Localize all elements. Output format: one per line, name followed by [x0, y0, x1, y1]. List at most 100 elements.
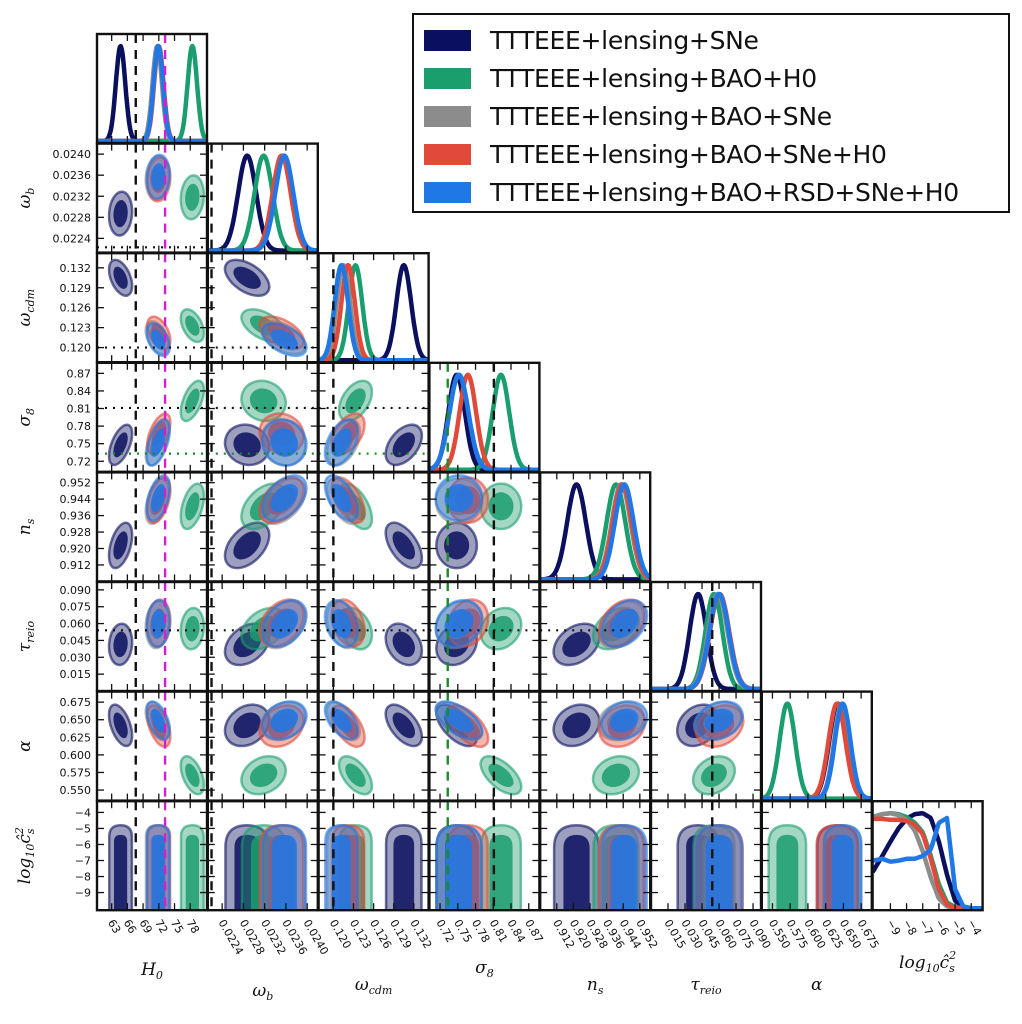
contour-inner: [331, 428, 352, 457]
panel-omega_b-vs-sigma8: [207, 362, 318, 472]
x-tick-label: 72: [152, 917, 170, 936]
panel-tau_reio-vs-log10_cs2: [676, 801, 744, 911]
contour-inner: [185, 615, 200, 642]
contour-inner: [151, 163, 166, 191]
panel-omega_cdm-vs-alpha: [323, 691, 424, 801]
x-tick-label: 63: [105, 917, 123, 936]
contour-inner: [113, 432, 128, 458]
panel-H0-vs-alpha: [107, 691, 206, 801]
y-tick-label: 0.81: [67, 403, 92, 416]
contour-inner: [345, 763, 366, 788]
posterior-curve: [872, 815, 983, 911]
y-tick-label: −6: [75, 838, 91, 851]
x-axis-title-sigma8: σ8: [475, 958, 494, 980]
legend-swatch: [424, 67, 471, 89]
contour-inner: [392, 531, 415, 560]
contour-inner: [113, 266, 128, 289]
panel-n_s-vs-tau_reio: [540, 598, 651, 667]
contour-inner: [185, 834, 199, 911]
y-tick-label: 0.126: [60, 302, 92, 315]
contour-inner: [233, 266, 261, 289]
contour-inner: [185, 315, 200, 336]
contour-inner: [151, 484, 166, 513]
panel-H0-vs-omega_b: [97, 143, 207, 253]
posterior-curve: [651, 591, 761, 691]
contour-inner: [332, 834, 351, 911]
contour-inner: [562, 631, 591, 658]
y-tick-label: 0.123: [60, 322, 92, 335]
y-tick-label: 0.015: [60, 668, 92, 681]
legend-item: TTTEEE+lensing+BAO+H0: [424, 63, 817, 93]
y-tick-label: 0.936: [60, 510, 92, 523]
contour-inner: [445, 834, 473, 911]
x-axis-title-alpha: α: [811, 975, 823, 995]
contour-inner: [489, 834, 513, 911]
contour-inner: [270, 609, 299, 639]
y-tick-label: 0.030: [60, 651, 92, 664]
x-tick-label: −7: [916, 917, 935, 938]
legend-label: TTTEEE+lensing+BAO+SNe: [490, 101, 832, 131]
contour-inner: [562, 712, 591, 739]
contour-inner: [444, 708, 474, 733]
diagonal-panel-alpha: [761, 701, 872, 801]
contour-inner: [488, 492, 514, 521]
contour-inner: [185, 388, 200, 414]
contour-inner: [331, 708, 352, 733]
panel-omega_b-vs-log10_cs2: [210, 801, 308, 911]
contour-inner: [233, 531, 261, 560]
contour-inner: [151, 329, 166, 350]
x-tick-label: −5: [949, 917, 968, 938]
x-axis-title-n_s: ns: [587, 975, 604, 997]
legend-label: TTTEEE+lensing+BAO+RSD+SNe+H0: [490, 177, 959, 207]
y-tick-label: 0.78: [67, 420, 92, 433]
y-tick-label: 0.090: [60, 584, 92, 597]
y-axis-title-n_s: ns: [15, 518, 37, 535]
x-tick-label: −9: [884, 917, 903, 938]
y-tick-label: 0.75: [67, 438, 92, 451]
panel-sigma8-vs-n_s: [434, 472, 523, 582]
y-tick-label: 0.0232: [53, 190, 92, 203]
posterior-curve: [761, 701, 872, 801]
panel-H0-vs-log10_cs2: [108, 801, 205, 911]
y-tick-label: 0.060: [60, 618, 92, 631]
y-tick-label: 0.0224: [53, 232, 92, 245]
legend-label: TTTEEE+lensing+SNe: [490, 25, 759, 55]
panel-frame: [871, 800, 984, 912]
panel-H0-vs-tau_reio: [97, 582, 207, 691]
y-tick-label: 0.600: [60, 749, 92, 762]
y-axis-title-log10_cs2: log10ĉ2s: [13, 827, 37, 884]
x-tick-label: −8: [900, 917, 919, 938]
y-tick-label: −7: [75, 855, 91, 868]
legend-item: TTTEEE+lensing+SNe: [424, 25, 759, 55]
legend-label: TTTEEE+lensing+BAO+H0: [490, 63, 817, 93]
diagonal-panel-tau_reio: [651, 582, 761, 691]
panel-sigma8-vs-tau_reio: [429, 582, 540, 691]
y-tick-label: 0.550: [60, 784, 92, 797]
contour-inner: [331, 484, 352, 513]
panel-n_s-vs-log10_cs2: [552, 823, 648, 911]
contour-inner: [610, 708, 639, 733]
panel-n_s-vs-alpha: [552, 700, 649, 796]
y-tick-label: −9: [75, 887, 91, 900]
y-axis-title-sigma8: σ8: [15, 408, 37, 427]
x-axis-title-H0: H0: [140, 960, 163, 982]
contour-inner: [113, 531, 128, 560]
panel-omega_b-vs-omega_cdm: [207, 253, 318, 363]
contour-inner: [444, 609, 474, 639]
y-tick-label: 0.625: [60, 731, 92, 744]
y-tick-label: −5: [75, 822, 91, 835]
contour-inner: [705, 834, 733, 911]
x-axis-title-log10_cs2: log10ĉ2 s: [899, 949, 956, 975]
panel-H0-vs-sigma8: [97, 362, 207, 472]
x-tick-label: 75: [168, 917, 186, 936]
panel-omega_b-vs-alpha: [210, 691, 308, 801]
posterior-curve: [97, 43, 207, 143]
y-tick-label: 0.0236: [53, 169, 92, 182]
contour-inner: [444, 531, 470, 560]
contour-inner: [113, 200, 128, 228]
posterior-curve: [207, 153, 318, 253]
contour-inner: [444, 484, 474, 513]
y-tick-label: 0.952: [60, 477, 92, 490]
contour-inner: [151, 428, 166, 457]
contour-inner: [113, 834, 128, 911]
